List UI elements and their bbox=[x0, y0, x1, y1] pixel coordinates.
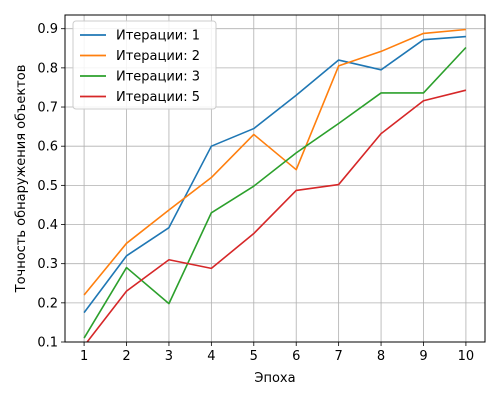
x-tick-label: 7 bbox=[334, 349, 342, 364]
x-tick-label: 9 bbox=[419, 349, 427, 364]
y-axis-label: Точность обнаружения объектов bbox=[14, 65, 29, 294]
series-line-2 bbox=[83, 28, 466, 296]
y-tick-label: 0.3 bbox=[37, 257, 58, 272]
legend-entry: Итерации: 2 bbox=[116, 49, 200, 64]
y-tick-label: 0.6 bbox=[37, 140, 58, 155]
legend-entry: Итерации: 1 bbox=[116, 29, 200, 44]
x-tick-label: 4 bbox=[207, 349, 215, 364]
series-line-3 bbox=[83, 46, 467, 339]
y-tick-label: 0.4 bbox=[37, 218, 58, 233]
y-tick-label: 0.2 bbox=[37, 296, 58, 311]
legend-entry: Итерации: 5 bbox=[116, 90, 200, 105]
series-line-1 bbox=[83, 35, 466, 314]
legend-entry: Итерации: 3 bbox=[116, 70, 200, 85]
legend: Итерации: 1 Итерации: 2 Итерации: 3 Итераци… bbox=[72, 20, 217, 110]
x-axis-ticks: 1 2 3 4 5 6 7 8 9 10 bbox=[80, 342, 474, 364]
x-tick-label: 8 bbox=[377, 349, 385, 364]
y-tick-label: 0.5 bbox=[37, 179, 58, 194]
y-tick-label: 0.7 bbox=[37, 101, 58, 116]
x-tick-label: 6 bbox=[292, 349, 300, 364]
x-tick-label: 5 bbox=[250, 349, 258, 364]
x-axis-label: Эпоха bbox=[254, 371, 295, 386]
y-tick-label: 0.9 bbox=[37, 22, 58, 37]
y-axis-ticks: 0.1 0.2 0.3 0.4 0.5 0.6 0.7 0.8 0.9 bbox=[37, 22, 65, 351]
y-tick-label: 0.1 bbox=[37, 336, 58, 351]
series-lines bbox=[83, 28, 467, 342]
series-line-4 bbox=[86, 89, 467, 342]
plot-frame bbox=[64, 14, 486, 343]
x-tick-label: 1 bbox=[80, 349, 88, 364]
x-tick-label: 10 bbox=[458, 349, 475, 364]
y-tick-label: 0.8 bbox=[37, 61, 58, 76]
x-tick-label: 3 bbox=[165, 349, 173, 364]
x-tick-label: 2 bbox=[122, 349, 130, 364]
legend-box bbox=[72, 20, 217, 110]
